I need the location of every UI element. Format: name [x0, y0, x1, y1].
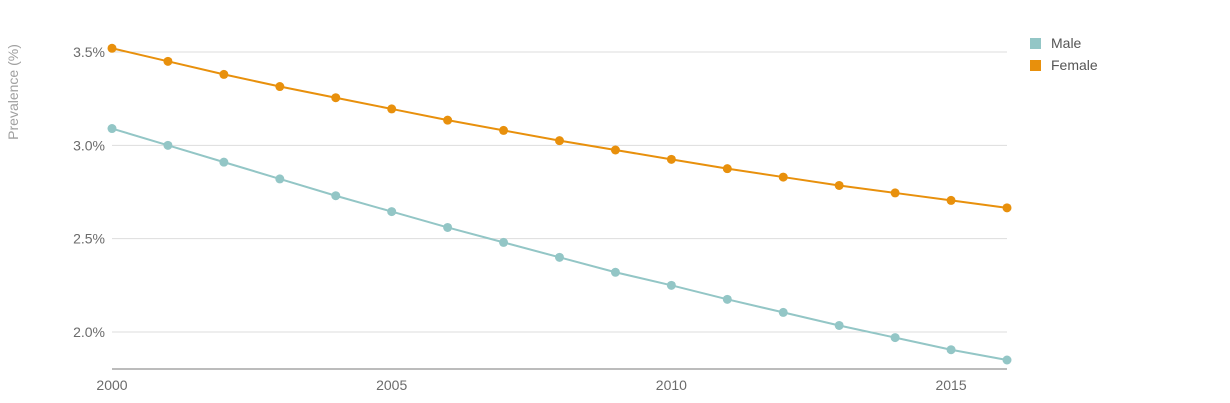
data-point-female[interactable] — [890, 188, 900, 198]
series-male — [107, 124, 1012, 365]
data-point-female[interactable] — [555, 136, 564, 146]
data-point-male[interactable] — [722, 294, 732, 304]
y-tick-label: 3.0% — [73, 137, 105, 153]
data-point-male[interactable] — [387, 207, 397, 217]
data-point-male[interactable] — [499, 237, 509, 247]
data-point-female[interactable] — [443, 115, 453, 125]
series-line-male — [111, 127, 1008, 361]
gridlines — [112, 51, 1007, 333]
data-point-female[interactable] — [499, 125, 509, 135]
series-line-female — [111, 47, 1008, 209]
y-tick-label: 2.5% — [73, 231, 105, 247]
legend-swatch — [1030, 60, 1041, 71]
legend-swatch — [1030, 38, 1041, 49]
x-tick-label: 2000 — [96, 377, 127, 393]
x-tick-label: 2015 — [935, 377, 966, 393]
data-point-male[interactable] — [219, 157, 229, 167]
data-point-male[interactable] — [275, 174, 285, 184]
data-point-female[interactable] — [275, 82, 285, 92]
data-point-male[interactable] — [331, 191, 341, 201]
data-point-male[interactable] — [778, 307, 788, 317]
legend-item-male[interactable]: Male — [1030, 35, 1082, 51]
data-point-male[interactable] — [834, 320, 844, 330]
legend: Male Female — [1030, 35, 1098, 73]
data-point-female[interactable] — [610, 145, 620, 155]
data-point-male[interactable] — [1002, 355, 1012, 365]
data-point-female[interactable] — [163, 56, 173, 66]
y-tick-label: 2.0% — [73, 324, 105, 340]
data-point-female[interactable] — [331, 93, 341, 103]
series — [107, 43, 1012, 365]
data-point-male[interactable] — [107, 124, 117, 134]
data-point-male[interactable] — [610, 267, 620, 277]
data-point-female[interactable] — [722, 164, 732, 174]
data-point-female[interactable] — [219, 69, 229, 79]
legend-label: Male — [1051, 35, 1082, 51]
y-axis-title: Prevalence (%) — [5, 44, 21, 140]
x-tick-label: 2005 — [376, 377, 407, 393]
data-point-female[interactable] — [778, 172, 788, 182]
data-point-female[interactable] — [834, 180, 844, 190]
data-point-male[interactable] — [555, 252, 564, 262]
y-axis-ticks: 2.0% 2.5% 3.0% 3.5% — [73, 44, 105, 340]
data-point-male[interactable] — [946, 345, 956, 355]
data-point-male[interactable] — [666, 280, 676, 290]
x-tick-label: 2010 — [656, 377, 687, 393]
data-point-male[interactable] — [443, 222, 453, 232]
data-point-female[interactable] — [666, 154, 676, 164]
legend-label: Female — [1051, 57, 1098, 73]
legend-item-female[interactable]: Female — [1030, 57, 1098, 73]
data-point-female[interactable] — [1002, 203, 1012, 213]
data-point-female[interactable] — [107, 43, 117, 53]
data-point-female[interactable] — [946, 195, 956, 205]
data-point-male[interactable] — [163, 140, 173, 150]
series-female — [107, 43, 1012, 213]
data-point-female[interactable] — [387, 104, 397, 114]
x-axis-ticks: 2000 2005 2010 2015 — [96, 377, 966, 393]
data-point-male[interactable] — [890, 333, 900, 343]
y-tick-label: 3.5% — [73, 44, 105, 60]
